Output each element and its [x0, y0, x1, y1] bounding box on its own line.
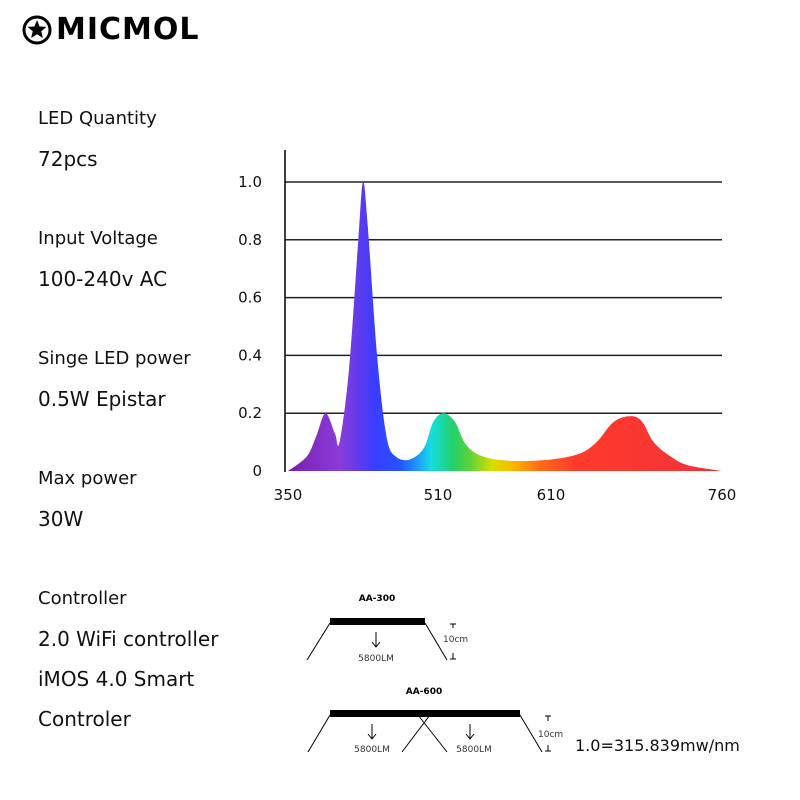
lumen-label: 5800LM [358, 654, 394, 664]
scale-note: 1.0=315.839mw/nm [575, 736, 740, 755]
spec-label-input-voltage: Input Voltage [38, 228, 158, 249]
x-tick-label: 760 [708, 486, 737, 504]
brand-name: MICMOL [56, 12, 200, 47]
x-tick-label: 610 [537, 486, 566, 504]
x-tick-label: 350 [274, 486, 303, 504]
light-bar [330, 618, 425, 625]
spec-label-max-power: Max power [38, 468, 137, 489]
y-tick-label: 0 [252, 462, 262, 480]
light-bar [330, 710, 520, 717]
spec-value-input-voltage: 100-240v AC [38, 267, 168, 291]
y-tick-label: 0.8 [238, 231, 262, 249]
spec-value-controller-3: Controler [38, 707, 131, 731]
beam-line-mid-1 [417, 714, 448, 753]
brand-logo: MICMOL [22, 12, 200, 47]
spec-value-led-quantity: 72pcs [38, 147, 98, 171]
distance-label: 10cm [538, 730, 563, 740]
spec-value-controller-2: iMOS 4.0 Smart [38, 667, 195, 691]
y-tick-label: 0.6 [238, 289, 262, 307]
star-gear-icon [22, 15, 52, 44]
arrow-head-icon [371, 641, 381, 648]
lumen-label-right: 5800LM [456, 745, 492, 755]
beam-line-left [306, 622, 331, 661]
spec-label-led-power: Singe LED power [38, 348, 191, 369]
spec-label-controller: Controller [38, 588, 127, 609]
y-tick-label: 0.4 [238, 346, 262, 364]
beam-line-right [519, 714, 543, 753]
diagram-title: AA-300 [359, 594, 395, 604]
beam-line-right [424, 622, 448, 661]
diagram-aa-300: AA-300 5800LM 10cm [306, 594, 468, 664]
y-tick-label: 0.2 [238, 404, 262, 422]
spec-label-led-quantity: LED Quantity [38, 108, 157, 129]
diagram-title: AA-600 [406, 687, 442, 697]
beam-line-mid-2 [401, 714, 431, 753]
diagram-aa-600: AA-600 5800LM 5800LM 10cm [307, 687, 563, 755]
distance-label: 10cm [443, 635, 468, 645]
lumen-label-left: 5800LM [354, 745, 390, 755]
x-tick-label: 510 [424, 486, 453, 504]
arrow-head-icon [465, 733, 475, 740]
spec-value-led-power: 0.5W Epistar [38, 387, 166, 411]
spec-value-controller-1: 2.0 WiFi controller [38, 627, 219, 651]
spec-value-max-power: 30W [38, 507, 84, 531]
spectrum-area [288, 181, 722, 472]
arrow-head-icon [367, 733, 377, 740]
y-tick-label: 1.0 [238, 173, 262, 191]
beam-line-left [307, 714, 331, 753]
